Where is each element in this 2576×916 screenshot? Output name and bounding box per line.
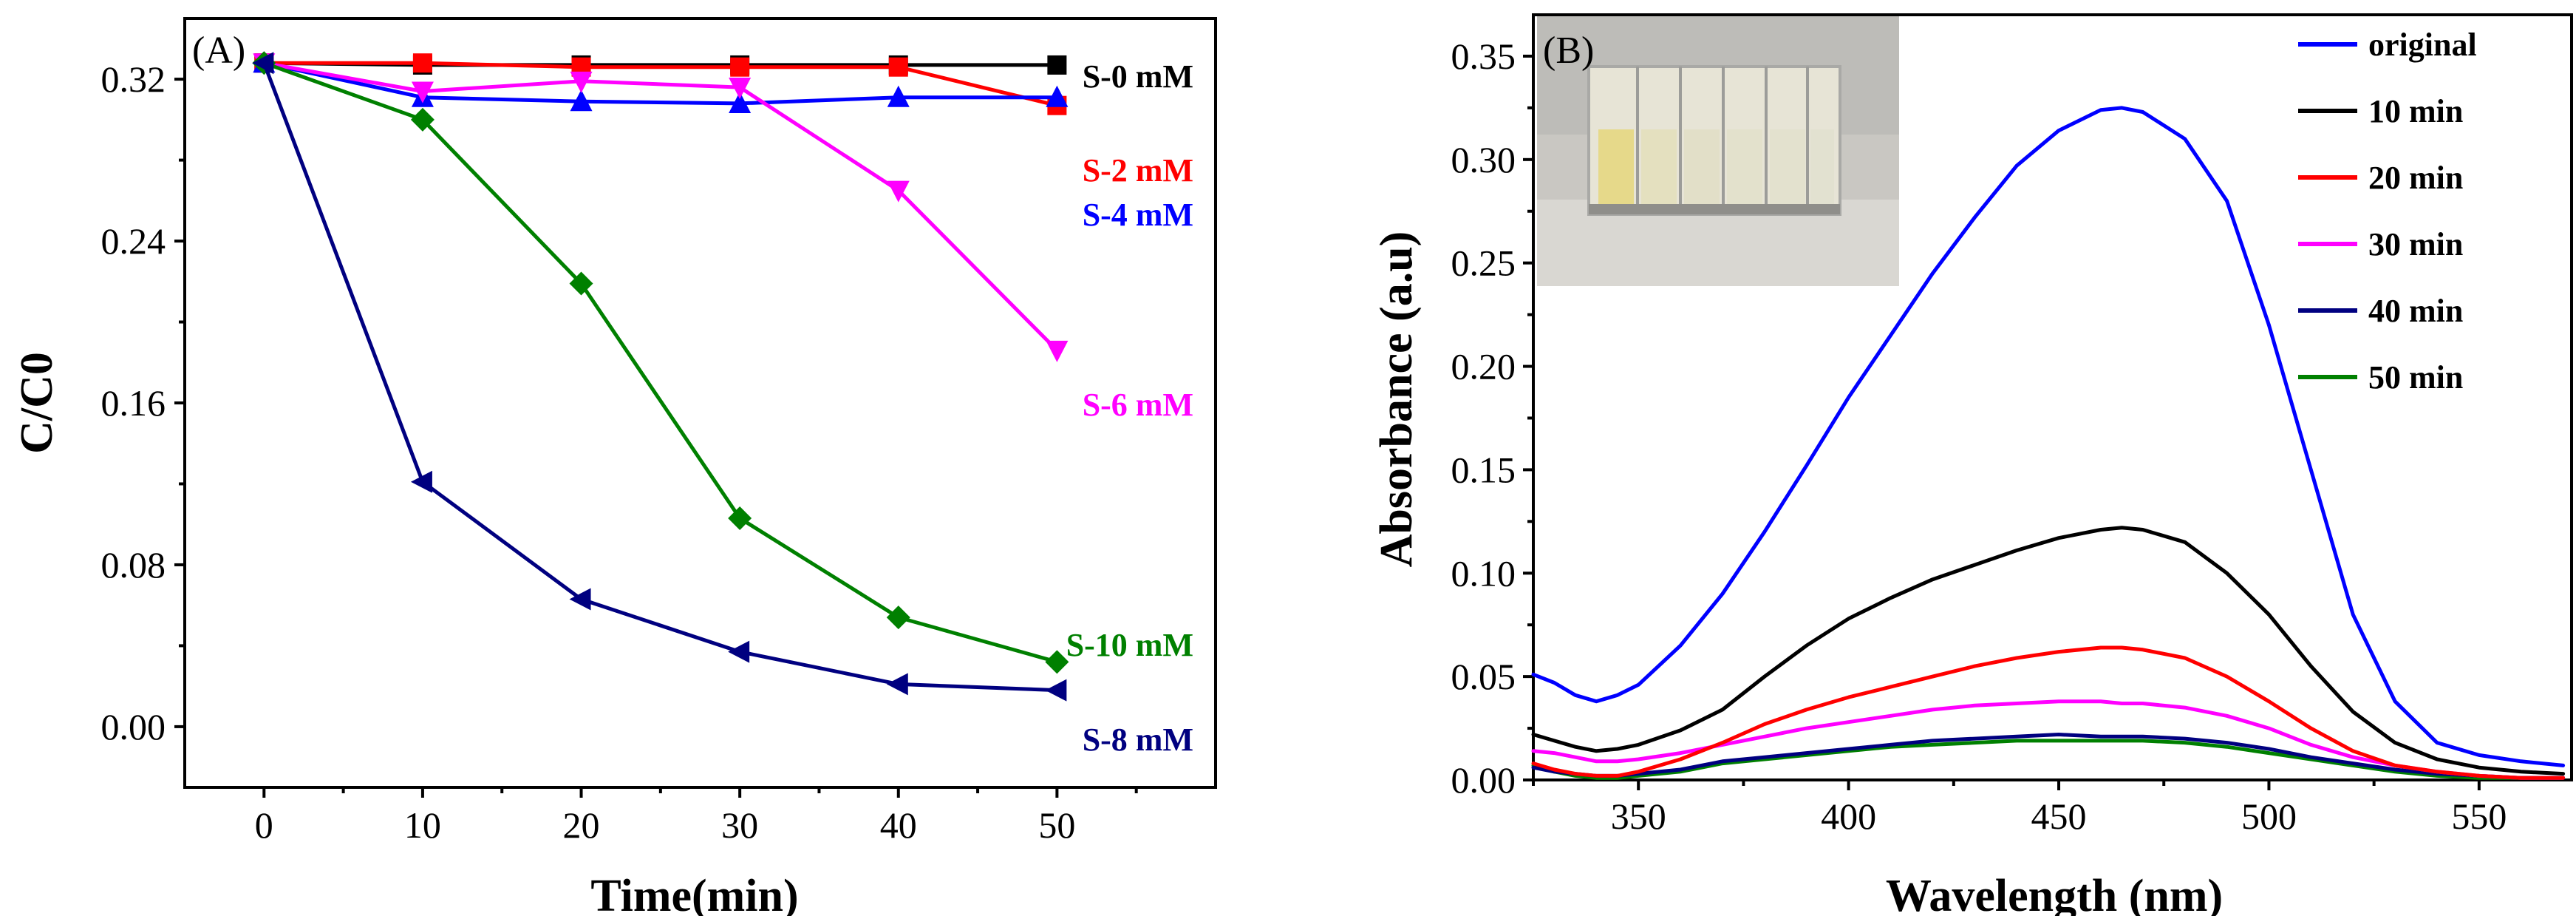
a-y-tick-label: 0.32 (101, 58, 166, 100)
a-point-s-4-mm (729, 91, 752, 113)
a-line-s-4-mm (262, 61, 1059, 106)
a-point-s-10-mm (1045, 650, 1069, 674)
a-point-s-6-mm (411, 81, 434, 104)
b-line-50-min (1531, 739, 2566, 780)
a-point-s-8-mm (1045, 679, 1067, 702)
a-point-s-10-mm (728, 506, 752, 530)
a-point-s-4-mm (570, 89, 593, 112)
b-y-tick-label: 0.10 (1451, 552, 1516, 594)
legend-label-10-min: 10 min (2368, 93, 2463, 129)
a-line-s-6-mm (262, 61, 1059, 353)
b-x-axis-title: Wavelength (nm) (1886, 871, 2223, 916)
b-line-20-min (1531, 645, 2566, 780)
chart-panel-b: (B) 350 400 450 500 550 0.00 0.05 0.10 0.15 0.20 0… (1372, 13, 2573, 916)
legend-item-10-min: 10 min (2298, 93, 2463, 129)
a-series-s-6-mm (253, 53, 1069, 362)
a-point-s-8-mm (252, 52, 274, 75)
b-y-axis-title: Absorbance (a.u) (1372, 231, 1422, 568)
panel-a-label: (A) (192, 30, 245, 72)
a-label-s-4-mm: S-4 mM (1083, 197, 1193, 233)
legend-item-40-min: 40 min (2298, 293, 2463, 329)
a-x-tick-label: 40 (880, 804, 917, 846)
panel-b-label: (B) (1543, 30, 1594, 72)
a-label-s-8-mm: S-8 mM (1083, 722, 1193, 758)
legend-item-50-min: 50 min (2298, 359, 2463, 396)
a-point-s-10-mm (569, 271, 593, 296)
b-x-tick-label: 550 (2451, 795, 2507, 837)
a-point-s-6-mm (887, 180, 910, 203)
b-y-tick-label: 0.25 (1451, 242, 1516, 284)
a-line-s-2-mm (262, 61, 1059, 108)
a-y-axis-title: C/C0 (12, 352, 62, 454)
a-label-s-10-mm: S-10 mM (1066, 627, 1193, 663)
a-point-s-4-mm (1046, 85, 1069, 107)
a-point-s-10-mm (410, 107, 435, 132)
a-series-labels: S-0 mM S-2 mM S-4 mM S-6 mM S-10 mM S-8 mM (1066, 58, 1193, 758)
legend-label-20-min: 20 min (2368, 160, 2463, 196)
a-line-s-10-mm (262, 61, 1059, 664)
a-series (252, 51, 1069, 702)
a-point-s-8-mm (728, 640, 750, 663)
a-point-s-6-mm (1046, 340, 1069, 362)
a-x-tick-label: 0 (255, 804, 273, 846)
a-label-s-0-mm: S-0 mM (1083, 58, 1193, 95)
a-series-s-10-mm (252, 51, 1069, 674)
b-x-tick-label: 450 (2031, 795, 2087, 837)
a-point-s-8-mm (569, 588, 591, 611)
b-legend: original 10 min 20 min 30 min 40 min 50 min (2298, 27, 2477, 396)
inset-photo (1537, 16, 1899, 286)
a-point-s-6-mm (570, 71, 593, 93)
a-x-tick-label: 30 (721, 804, 758, 846)
b-series (1531, 106, 2566, 780)
b-line-original (1531, 106, 2566, 767)
a-x-tick-label: 10 (404, 804, 441, 846)
a-point-s-2-mm (730, 57, 750, 77)
b-ticks: 350 400 450 500 550 0.00 0.05 0.10 0.15 0.20 0.25 0… (1451, 35, 2507, 837)
a-line-s-8-mm (262, 61, 1059, 693)
a-point-s-10-mm (886, 605, 910, 630)
legend-item-30-min: 30 min (2298, 226, 2463, 262)
a-point-s-8-mm (410, 470, 432, 493)
b-x-tick-label: 400 (1821, 795, 1876, 837)
a-series-s-8-mm (252, 52, 1067, 702)
legend-label-50-min: 50 min (2368, 359, 2463, 396)
a-ticks: 0 10 20 30 40 50 0.00 0.08 0.16 0.24 0.32 (101, 58, 1138, 846)
b-y-tick-label: 0.35 (1451, 35, 1516, 77)
legend-item-original: original (2298, 27, 2477, 63)
chart-panel-a: (A) 0 10 20 30 40 50 0.00 0.08 0.16 0.24 0.32 S-0 … (12, 17, 1217, 916)
a-point-s-2-mm (888, 57, 908, 77)
b-line-10-min (1531, 526, 2566, 776)
b-x-tick-label: 350 (1611, 795, 1666, 837)
b-y-tick-label: 0.20 (1451, 346, 1516, 387)
a-x-tick-label: 50 (1038, 804, 1075, 846)
b-y-tick-label: 0.30 (1451, 139, 1516, 180)
plot-frame-b (1532, 13, 2573, 781)
a-point-s-4-mm (887, 85, 910, 107)
a-label-s-6-mm: S-6 mM (1083, 387, 1193, 423)
b-y-tick-label: 0.15 (1451, 449, 1516, 490)
b-line-30-min (1531, 699, 2566, 780)
a-x-tick-label: 20 (563, 804, 600, 846)
b-x-tick-label: 500 (2241, 795, 2297, 837)
a-y-tick-label: 0.00 (101, 706, 166, 747)
a-y-tick-label: 0.24 (101, 220, 166, 262)
a-label-s-2-mm: S-2 mM (1083, 152, 1193, 189)
a-y-tick-label: 0.16 (101, 382, 166, 424)
a-y-tick-label: 0.08 (101, 544, 166, 586)
b-y-tick-label: 0.05 (1451, 656, 1516, 697)
a-point-s-8-mm (886, 673, 908, 696)
a-x-axis-title: Time(min) (590, 871, 798, 916)
a-point-s-2-mm (412, 53, 432, 73)
b-y-tick-label: 0.00 (1451, 759, 1516, 801)
a-point-s-6-mm (729, 78, 752, 100)
legend-label-original: original (2368, 27, 2477, 63)
legend-label-40-min: 40 min (2368, 293, 2463, 329)
plot-frame-a (183, 17, 1217, 789)
a-point-s-0-mm (1047, 55, 1067, 75)
legend-item-20-min: 20 min (2298, 160, 2463, 196)
legend-label-30-min: 30 min (2368, 226, 2463, 262)
